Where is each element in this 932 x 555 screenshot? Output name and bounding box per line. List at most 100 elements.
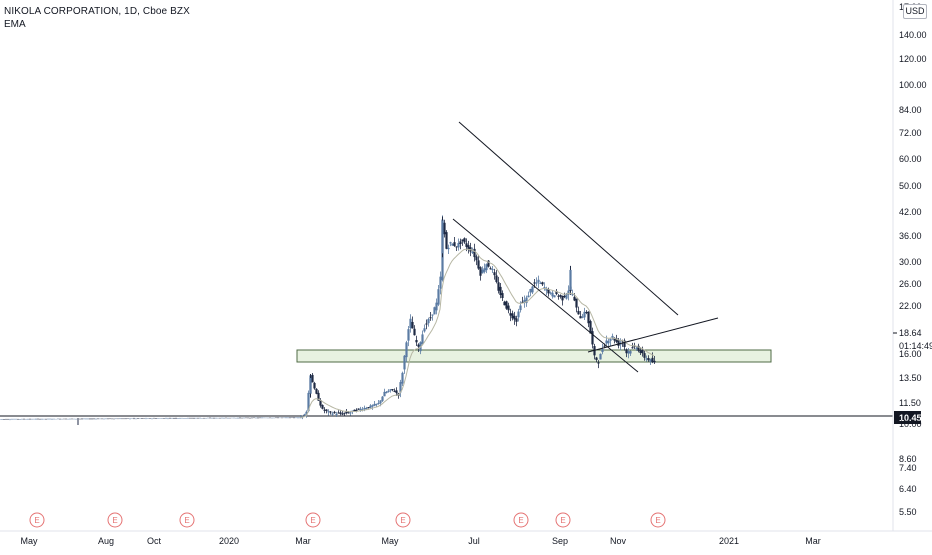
earnings-event-marker[interactable]: E	[179, 512, 195, 528]
time-axis-label: Mar	[295, 536, 311, 546]
price-axis-label: 01:14:49	[899, 341, 932, 351]
candle	[473, 243, 476, 262]
candle	[605, 335, 608, 346]
earnings-event-marker[interactable]: E	[555, 512, 571, 528]
candle	[403, 354, 406, 374]
price-axis-label: 140.00	[899, 30, 927, 40]
candle	[513, 311, 516, 325]
candle	[527, 291, 530, 298]
candle	[407, 325, 410, 347]
candle	[377, 400, 380, 405]
candle	[503, 300, 506, 306]
candle	[571, 289, 574, 297]
price-axis-label: 5.50	[899, 507, 917, 517]
candle	[597, 360, 600, 369]
candle	[313, 381, 316, 390]
candle	[393, 388, 396, 393]
time-axis: May Aug Oct 2020 Mar May Jul Sep Nov 2021 Mar	[20, 536, 820, 546]
candle	[579, 311, 582, 319]
candle	[499, 282, 502, 299]
candle	[589, 319, 592, 334]
trendlines-layer	[452, 121, 719, 373]
candle	[405, 340, 408, 363]
earnings-event-marker[interactable]: E	[395, 512, 411, 528]
channel-upper-line[interactable]	[458, 121, 679, 316]
candle	[651, 352, 654, 364]
earnings-event-marker[interactable]: E	[305, 512, 321, 528]
svg-text:E: E	[310, 516, 315, 525]
support-trendline[interactable]	[587, 317, 719, 353]
time-axis-label: 2020	[219, 536, 239, 546]
earnings-event-marker[interactable]: E	[650, 512, 666, 528]
candle	[647, 355, 650, 362]
price-axis-label: 18.64	[899, 328, 922, 338]
candle	[399, 379, 402, 398]
candle	[505, 300, 508, 310]
candle	[595, 356, 598, 363]
candle	[541, 281, 544, 287]
candle	[637, 343, 640, 353]
candle	[343, 412, 346, 416]
candle	[341, 410, 344, 416]
spike-candle	[309, 373, 312, 398]
support-zone-rect[interactable]	[296, 349, 772, 363]
candle	[487, 260, 490, 268]
candle	[543, 282, 546, 291]
candle	[551, 290, 554, 299]
candle	[563, 292, 566, 299]
time-axis-label: May	[20, 536, 38, 546]
candle	[521, 296, 524, 304]
price-axis-label: 10.00	[899, 419, 922, 429]
price-axis-label: 22.00	[899, 301, 922, 311]
candle	[501, 290, 504, 301]
price-axis: 17.00140.00120.00100.0084.0072.0060.0050…	[893, 2, 932, 517]
candle	[337, 410, 340, 414]
candle	[443, 219, 446, 238]
earnings-event-marker[interactable]: E	[107, 512, 123, 528]
candle	[335, 411, 338, 418]
current-price-badge	[894, 411, 921, 424]
candle	[329, 410, 332, 415]
candle	[401, 371, 404, 387]
candle	[485, 263, 488, 274]
currency-badge[interactable]: USD	[903, 4, 927, 19]
candle	[531, 285, 534, 294]
candle	[315, 388, 318, 395]
candle	[517, 308, 520, 322]
price-axis-label: 8.60	[899, 454, 917, 464]
candle	[449, 241, 452, 247]
candle	[463, 237, 466, 244]
price-axis-label: 11.50	[899, 398, 921, 408]
candle	[479, 266, 482, 281]
candle	[447, 244, 450, 254]
candle	[557, 294, 560, 300]
price-axis-label: 7.40	[899, 463, 917, 473]
candle	[415, 335, 418, 347]
candle	[369, 404, 372, 409]
candle	[385, 391, 388, 394]
price-axis-label: 16.00	[899, 349, 922, 359]
earnings-event-marker[interactable]: E	[29, 512, 45, 528]
svg-text:E: E	[560, 516, 565, 525]
ema-line	[299, 248, 655, 418]
svg-text:E: E	[184, 516, 189, 525]
channel-lower-line[interactable]	[452, 218, 639, 373]
candle	[523, 295, 526, 308]
candle	[455, 246, 458, 252]
candle	[461, 239, 464, 246]
candle	[413, 325, 416, 336]
earnings-event-marker[interactable]: E	[513, 512, 529, 528]
time-axis-label: Oct	[147, 536, 162, 546]
time-axis-label: Nov	[610, 536, 627, 546]
candle	[367, 406, 370, 409]
candle	[635, 346, 638, 351]
svg-text:E: E	[112, 516, 117, 525]
candle	[481, 266, 484, 274]
price-axis-label: 6.40	[899, 484, 917, 494]
candle	[497, 276, 500, 294]
time-axis-label: Jul	[468, 536, 480, 546]
candle	[601, 343, 604, 355]
candle	[581, 313, 584, 319]
